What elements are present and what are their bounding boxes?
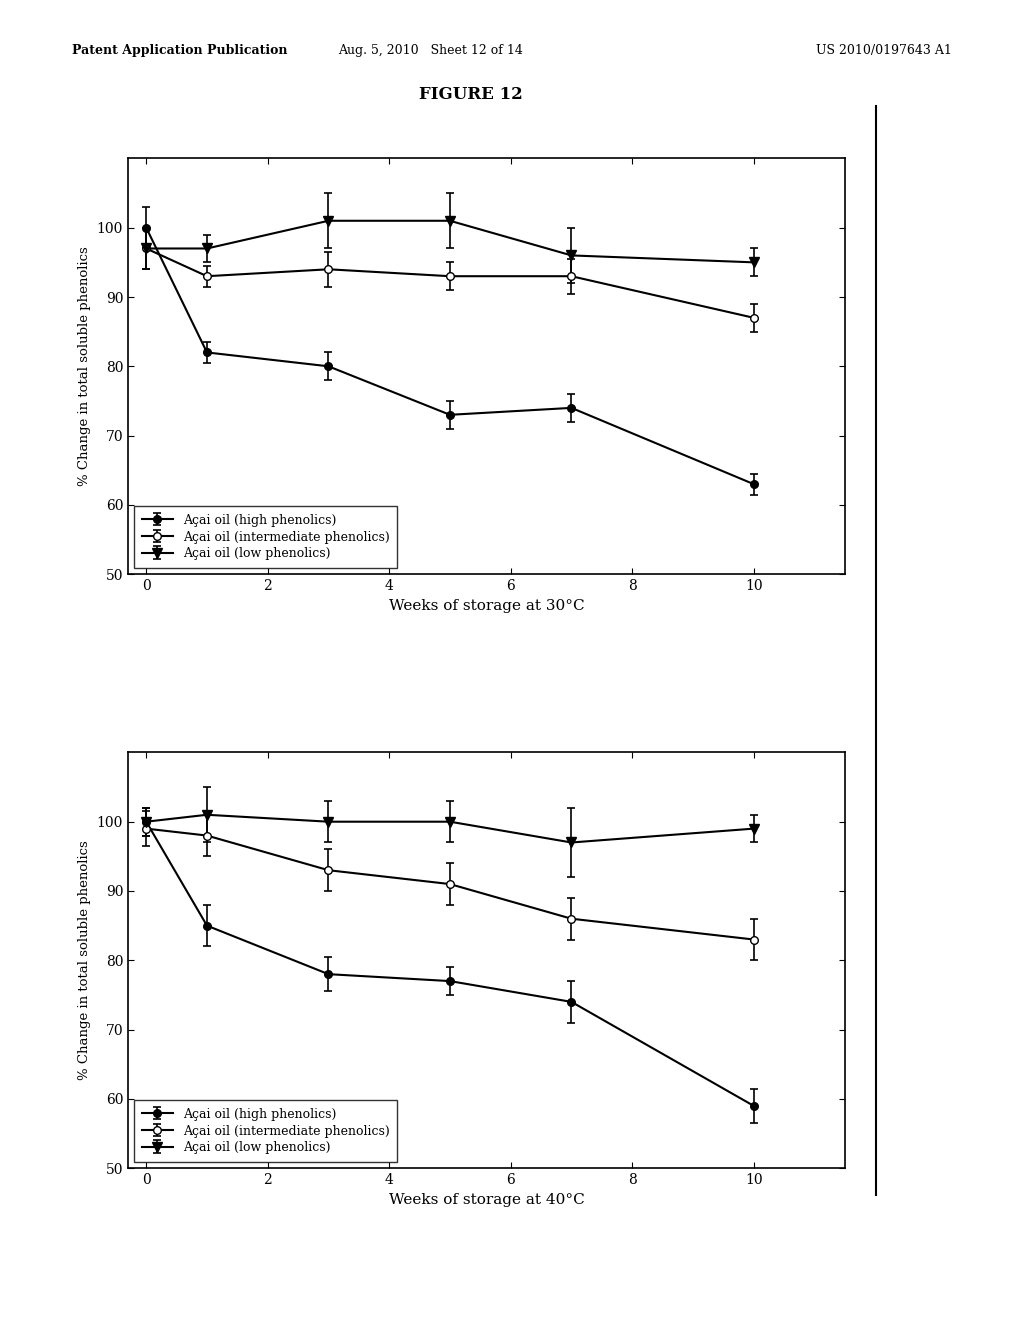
Y-axis label: % Change in total soluble phenolics: % Change in total soluble phenolics — [78, 247, 91, 486]
X-axis label: Weeks of storage at 30°C: Weeks of storage at 30°C — [388, 598, 585, 612]
Text: Patent Application Publication: Patent Application Publication — [72, 44, 287, 57]
X-axis label: Weeks of storage at 40°C: Weeks of storage at 40°C — [388, 1192, 585, 1206]
Text: US 2010/0197643 A1: US 2010/0197643 A1 — [816, 44, 952, 57]
Text: Aug. 5, 2010   Sheet 12 of 14: Aug. 5, 2010 Sheet 12 of 14 — [338, 44, 522, 57]
Y-axis label: % Change in total soluble phenolics: % Change in total soluble phenolics — [78, 841, 91, 1080]
Text: FIGURE 12: FIGURE 12 — [419, 86, 523, 103]
Legend: Açai oil (high phenolics), Açai oil (intermediate phenolics), Açai oil (low phen: Açai oil (high phenolics), Açai oil (int… — [134, 1101, 397, 1162]
Legend: Açai oil (high phenolics), Açai oil (intermediate phenolics), Açai oil (low phen: Açai oil (high phenolics), Açai oil (int… — [134, 507, 397, 568]
